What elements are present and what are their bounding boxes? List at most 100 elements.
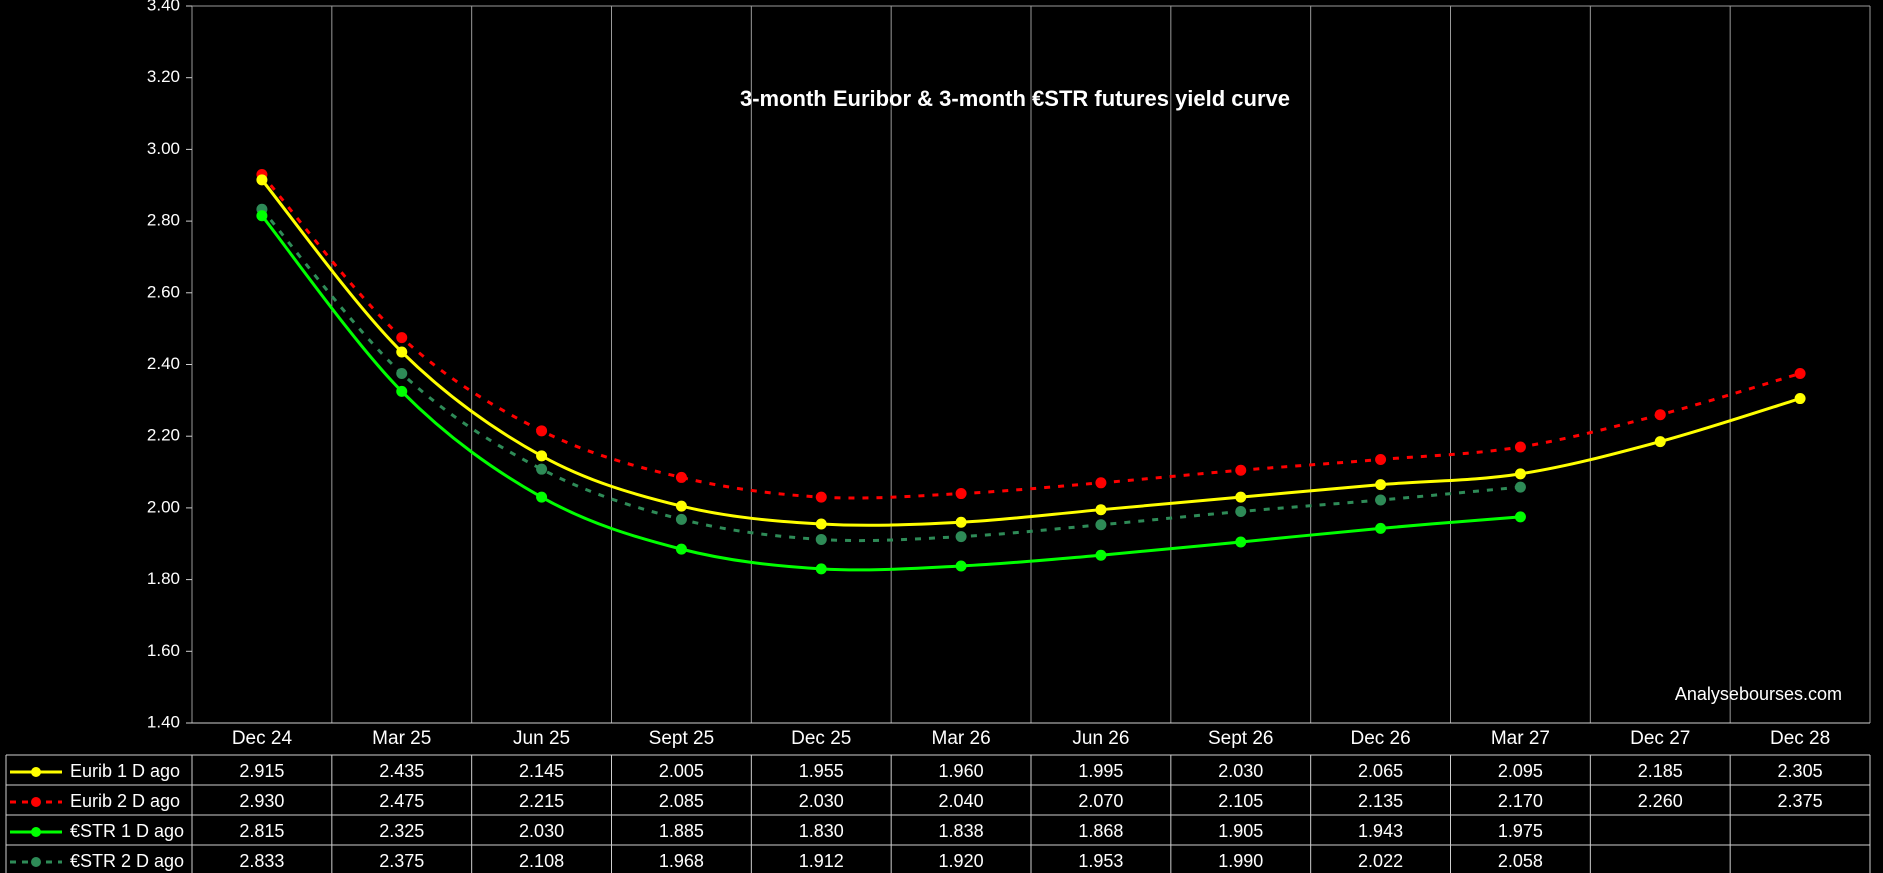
data-point — [1375, 494, 1387, 506]
table-cell: 1.960 — [939, 761, 984, 781]
x-tick-label: Mar 25 — [372, 728, 431, 749]
y-tick-label: 2.60 — [147, 282, 180, 301]
data-point — [1235, 536, 1247, 548]
table-cell: 2.915 — [239, 761, 284, 781]
table-cell: 1.905 — [1218, 821, 1263, 841]
table-cell: 1.838 — [939, 821, 984, 841]
y-tick-label: 3.20 — [147, 67, 180, 86]
y-tick-label: 1.80 — [147, 569, 180, 588]
series-line — [260, 173, 1801, 500]
table-cell: 2.930 — [239, 791, 284, 811]
table-cell: 1.943 — [1358, 821, 1403, 841]
y-tick-label: 1.40 — [147, 712, 180, 731]
x-tick-label: Sept 25 — [649, 728, 715, 749]
series-line — [260, 208, 1521, 543]
data-point — [955, 560, 967, 572]
table-cell: 2.058 — [1498, 851, 1543, 871]
grid — [191, 5, 1871, 724]
data-point — [536, 425, 548, 437]
legend-marker — [31, 797, 41, 807]
data-point — [955, 488, 967, 500]
series-line — [260, 178, 1801, 527]
x-tick-label: Sept 26 — [1208, 728, 1274, 749]
table-cell: 2.065 — [1358, 761, 1403, 781]
table-cell: 2.005 — [659, 761, 704, 781]
data-point — [1794, 393, 1806, 405]
table-cell: 2.325 — [379, 821, 424, 841]
table-cell: 2.260 — [1638, 791, 1683, 811]
data-point — [1514, 481, 1526, 493]
x-tick-label: Dec 28 — [1770, 728, 1830, 749]
data-point — [396, 332, 408, 344]
table-cell: 1.830 — [799, 821, 844, 841]
data-point — [1235, 491, 1247, 503]
table-cell: 1.953 — [1078, 851, 1123, 871]
data-point — [1095, 504, 1107, 516]
table-cell: 2.085 — [659, 791, 704, 811]
legend-label: Eurib 1 D ago — [70, 761, 180, 781]
table-cell: 2.105 — [1218, 791, 1263, 811]
table-cell: 2.040 — [939, 791, 984, 811]
table-cell: 1.868 — [1078, 821, 1123, 841]
legend-label: €STR 1 D ago — [70, 821, 184, 841]
data-point — [1654, 409, 1666, 421]
table-cell: 2.435 — [379, 761, 424, 781]
data-point — [675, 543, 687, 555]
table-cell: 2.185 — [1638, 761, 1683, 781]
table-cell: 2.022 — [1358, 851, 1403, 871]
y-tick-label: 3.00 — [147, 139, 180, 158]
table-cell: 2.475 — [379, 791, 424, 811]
legend-marker — [31, 827, 41, 837]
data-point — [815, 533, 827, 545]
data-point — [1794, 367, 1806, 379]
series-layer — [256, 168, 1806, 575]
data-point — [1375, 522, 1387, 534]
table-cell: 2.305 — [1778, 761, 1823, 781]
chart-title: 3-month Euribor & 3-month €STR futures y… — [740, 86, 1290, 111]
x-tick-label: Dec 25 — [791, 728, 851, 749]
data-point — [955, 516, 967, 528]
table-cell: 2.095 — [1498, 761, 1543, 781]
data-point — [1235, 505, 1247, 517]
data-point — [1514, 511, 1526, 523]
x-tick-label: Dec 26 — [1350, 728, 1410, 749]
y-axis: 1.40 1.60 1.80 2.00 2.20 2.40 2.60 2.80 3.00 3.20… — [147, 0, 192, 731]
data-point — [815, 518, 827, 530]
data-point — [815, 563, 827, 575]
data-point — [1375, 479, 1387, 491]
table-cell: 2.145 — [519, 761, 564, 781]
data-point — [1095, 477, 1107, 489]
series-line — [260, 214, 1521, 572]
data-point — [256, 210, 268, 222]
legend-label: Eurib 2 D ago — [70, 791, 180, 811]
y-tick-label: 2.80 — [147, 211, 180, 230]
table-cell: 1.968 — [659, 851, 704, 871]
data-point — [1095, 549, 1107, 561]
table-cell: 1.955 — [799, 761, 844, 781]
x-tick-label: Jun 26 — [1072, 728, 1129, 749]
y-tick-label: 1.60 — [147, 641, 180, 660]
y-tick-label: 3.40 — [147, 0, 180, 14]
table-cell: 2.170 — [1498, 791, 1543, 811]
table-cell: 2.030 — [799, 791, 844, 811]
y-tick-label: 2.20 — [147, 426, 180, 445]
data-point — [815, 491, 827, 503]
table-cell: 2.108 — [519, 851, 564, 871]
data-point — [536, 450, 548, 462]
x-tick-label: Dec 27 — [1630, 728, 1690, 749]
table-cell: 2.215 — [519, 791, 564, 811]
data-point — [1514, 468, 1526, 480]
table-cell: 2.070 — [1078, 791, 1123, 811]
table-cell: 2.135 — [1358, 791, 1403, 811]
data-point — [1654, 436, 1666, 448]
data-table: Eurib 1 D ago 2.915 2.435 2.145 2.005 1.955 1.… — [5, 754, 1871, 873]
table-cell: 1.995 — [1078, 761, 1123, 781]
data-point — [256, 174, 268, 186]
x-axis: Dec 24 Mar 25 Jun 25 Sept 25 Dec 25 Mar 26 Jun… — [232, 728, 1830, 749]
table-cell: 1.975 — [1498, 821, 1543, 841]
x-tick-label: Jun 25 — [513, 728, 570, 749]
data-point — [675, 500, 687, 512]
table-cell: 2.030 — [519, 821, 564, 841]
data-point — [536, 463, 548, 475]
